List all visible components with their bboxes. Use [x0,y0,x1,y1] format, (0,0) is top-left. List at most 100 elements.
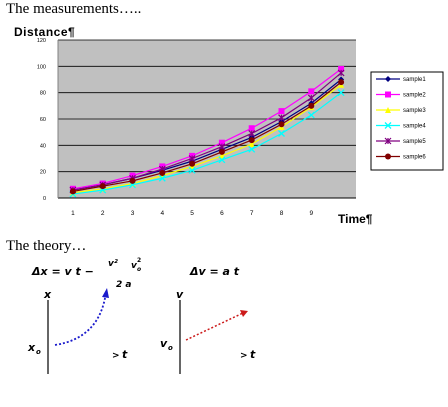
x-tick-label-2: 2 [101,210,105,217]
x-tick-label-6: 6 [220,210,224,217]
point-sample2-9 [308,88,315,95]
legend-entry-sample6: sample6 [376,153,426,161]
graph1-x-label: t [122,348,128,361]
point-sample5-6 [218,143,226,151]
series-sample4 [69,89,345,198]
legend-label-sample5: sample5 [403,139,426,145]
legend-label-sample3: sample3 [403,108,426,114]
legend-entry-sample2: sample2 [376,91,426,99]
series-line-sample4 [72,92,342,195]
measurements-heading: The measurements….. [6,1,142,17]
y-tick-labels: 0 20 40 60 80 100 120 [37,38,46,202]
graph1-y-label: x [43,288,52,301]
equation-1-fraction-numerator: v² [108,259,118,269]
point-sample6-9 [308,102,315,109]
point-sample6-2 [99,183,106,190]
point-sample6-1 [69,188,76,195]
point-sample4-10 [337,89,345,97]
x-tick-labels: 1 2 3 4 5 6 7 8 9 [71,210,313,217]
equation-1-velocity-term: v [131,261,138,271]
legend-entry-sample5: sample5 [376,137,426,145]
point-sample5-10 [337,69,345,77]
legend-label-sample4: sample4 [403,124,426,130]
x-tick-label-7: 7 [250,210,254,217]
legend-marker-sample4 [384,122,392,129]
point-sample3-6 [218,152,225,159]
point-sample6-5 [189,160,196,167]
x-tick-label-3: 3 [131,210,135,217]
y-tick-label-40: 40 [40,143,46,149]
x-tick-label-1: 1 [71,210,75,217]
y-tick-label-60: 60 [40,117,46,123]
x-tick-label-5: 5 [190,210,194,217]
y-tick-label-80: 80 [40,91,46,97]
point-sample2-6 [218,139,225,146]
graph2-y-label: v [176,288,184,301]
legend-entry-sample1: sample1 [376,76,426,83]
point-sample2-7 [248,125,255,132]
point-sample2-8 [278,108,285,115]
legend-entry-sample3: sample3 [376,107,426,114]
x-axis-label: Time¶ [338,212,373,226]
equation-1-main: Δx = v t − [31,265,94,278]
equation-1-velocity-superscript: 2 [137,257,141,264]
legend-label-sample2: sample2 [403,93,426,99]
legend-box [370,71,444,171]
graph2-x-label: t [250,348,256,361]
legend-marker-sample6 [385,153,391,160]
velocity-time-graph: v v o > t [160,288,256,374]
velocity-line [185,312,244,341]
point-sample5-9 [307,94,315,102]
point-sample6-8 [278,121,285,128]
y-axis-label: Distance¶ [14,25,75,39]
x-tick-label-9: 9 [309,210,313,217]
graph2-origin-subscript: o [168,344,173,352]
graph1-origin-label: x [27,341,36,354]
legend-marker-sample5 [384,137,392,145]
graph2-origin-label: v [160,337,168,350]
legend-marker-sample1 [385,76,391,82]
graph1-origin-subscript: o [36,348,41,356]
position-curve [54,291,107,346]
y-tick-label-120: 120 [37,38,46,44]
y-tick-label-100: 100 [37,64,46,70]
legend-marker-sample3 [385,107,391,113]
point-sample4-7 [248,145,256,153]
point-sample4-4 [158,174,166,182]
point-sample6-10 [338,79,345,86]
point-sample4-5 [188,166,196,174]
grid-lines [58,39,356,173]
series-sample6 [69,79,345,195]
point-sample4-6 [218,156,226,164]
point-sample3-7 [248,141,255,148]
point-sample5-7 [248,130,256,137]
series-line-sample5 [72,72,342,191]
distance-time-chart: Distance¶ 0 20 40 60 80 100 120 1 2 3 4 5 6 7 8 9 Time… [14,25,444,226]
equation-velocity: Δv = a t [189,265,240,278]
legend-entry-sample4: sample4 [376,122,426,130]
graph1-arrow-glyph: > [112,351,120,361]
point-sample6-3 [129,177,136,184]
x-tick-label-4: 4 [160,210,164,217]
x-tick-label-8: 8 [280,210,284,217]
series-line-sample3 [72,84,342,194]
point-sample6-6 [218,148,225,155]
point-sample4-8 [278,130,285,137]
series-group [69,65,345,198]
graph2-arrow-glyph: > [240,351,248,361]
equation-1-velocity-subscript: o [137,266,141,273]
y-tick-label-20: 20 [40,170,46,176]
point-sample6-4 [159,169,166,176]
legend-marker-sample2 [385,91,391,98]
series-line-sample6 [72,81,342,193]
position-curve-arrowhead [102,288,109,298]
series-line-sample2 [72,68,342,190]
theory-heading: The theory… [6,238,87,254]
point-sample4-9 [307,111,315,119]
velocity-line-arrowhead [240,310,248,317]
equation-1-fraction-denominator: 2 a [116,280,131,290]
point-sample5-8 [278,114,285,122]
position-time-graph: x x o > t [27,288,128,374]
legend-label-sample6: sample6 [403,155,426,161]
